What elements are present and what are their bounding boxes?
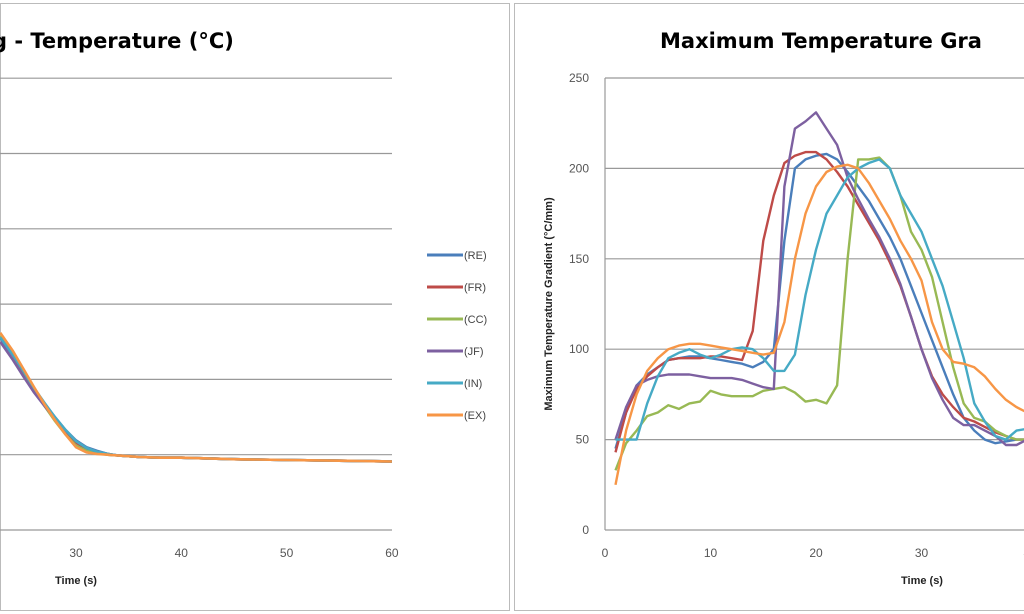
left-series-line-ex xyxy=(0,331,392,463)
left-x-axis-label: Time (s) xyxy=(55,575,97,587)
right-x-tick-label: 10 xyxy=(704,546,718,560)
legend-label: (CC) xyxy=(464,314,487,326)
right-x-axis-label: Time (s) xyxy=(901,575,943,587)
legend-label: (JF) xyxy=(464,346,484,358)
right-x-tick-label: 20 xyxy=(809,546,823,560)
right-y-tick-label: 200 xyxy=(569,161,589,175)
legend-label: (EX) xyxy=(464,410,486,422)
right-chart-title: Maximum Temperature Gra xyxy=(660,29,982,53)
left-x-tick-label: 60 xyxy=(385,546,399,560)
left-panel-border xyxy=(0,3,510,611)
right-x-tick-label: 0 xyxy=(602,546,609,560)
right-y-tick-label: 250 xyxy=(569,71,589,85)
left-x-tick-label: 40 xyxy=(175,546,189,560)
legend-label: (IN) xyxy=(464,378,482,390)
right-y-tick-label: 150 xyxy=(569,252,589,266)
right-y-tick-label: 0 xyxy=(582,523,589,537)
legend-label: (FR) xyxy=(464,282,486,294)
legend-label: (RE) xyxy=(464,250,487,262)
right-y-tick-label: 50 xyxy=(576,433,590,447)
right-series-line-in xyxy=(615,158,1024,441)
right-series-line-cc xyxy=(614,156,1024,471)
left-x-tick-label: 30 xyxy=(69,546,83,560)
right-x-tick-label: 30 xyxy=(915,546,929,560)
right-series-line-jf xyxy=(614,111,1024,447)
right-y-tick-label: 100 xyxy=(569,342,589,356)
left-chart-title: g - Temperature (°C) xyxy=(0,29,234,53)
right-series-line-ex xyxy=(614,163,1024,486)
right-y-axis-label: Maximum Temperature Gradient (°C/mm) xyxy=(543,197,555,411)
left-x-tick-label: 50 xyxy=(280,546,294,560)
right-series-line-fr xyxy=(614,150,1024,453)
